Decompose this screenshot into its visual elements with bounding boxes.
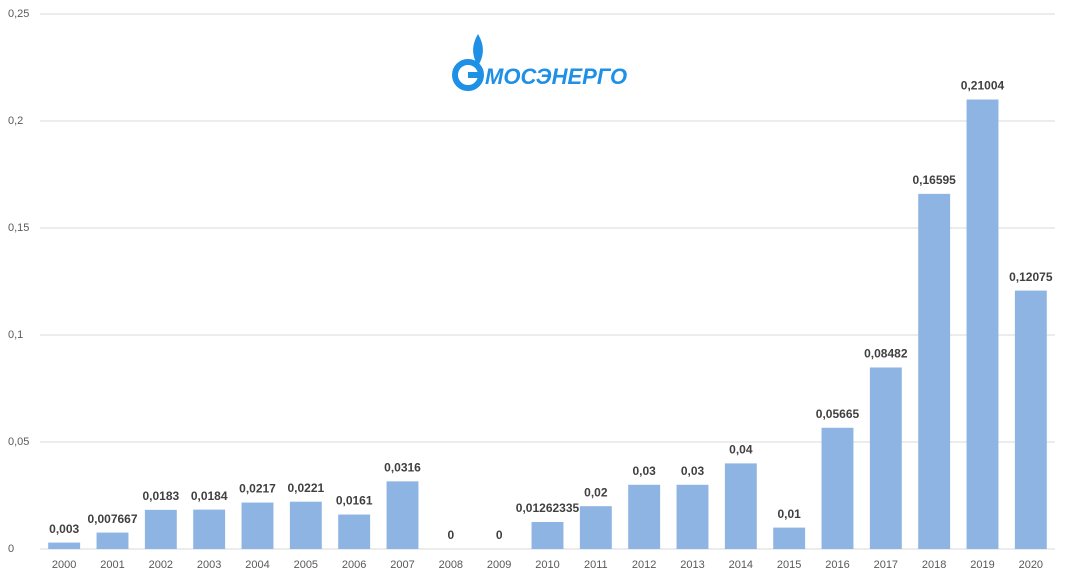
data-label: 0,03 bbox=[681, 464, 705, 478]
data-label: 0,08482 bbox=[864, 347, 908, 361]
bar bbox=[628, 484, 661, 549]
x-tick-label: 2017 bbox=[874, 559, 898, 571]
x-tick-label: 2009 bbox=[487, 559, 511, 571]
bar bbox=[386, 481, 419, 549]
data-label: 0,0217 bbox=[239, 482, 276, 496]
logo-bar bbox=[468, 72, 482, 78]
bar bbox=[579, 506, 612, 549]
bar bbox=[241, 502, 274, 549]
bar bbox=[869, 367, 902, 549]
x-tick-label: 2010 bbox=[535, 559, 559, 571]
data-label: 0,01262335 bbox=[516, 501, 580, 515]
data-label: 0,21004 bbox=[961, 79, 1005, 93]
bar bbox=[918, 193, 951, 549]
data-label: 0,02 bbox=[584, 485, 608, 499]
data-label: 0,0161 bbox=[336, 494, 373, 508]
x-tick-label: 2001 bbox=[100, 559, 124, 571]
bar bbox=[966, 99, 999, 549]
data-label: 0,003 bbox=[49, 522, 79, 536]
x-tick-label: 2020 bbox=[1019, 559, 1043, 571]
y-tick-label: 0,25 bbox=[8, 8, 29, 20]
bar bbox=[48, 542, 81, 549]
bar bbox=[724, 463, 757, 549]
bar bbox=[193, 509, 226, 549]
bar bbox=[1014, 290, 1047, 549]
x-tick-label: 2014 bbox=[729, 559, 753, 571]
x-tick-label: 2013 bbox=[680, 559, 704, 571]
bar bbox=[289, 501, 322, 549]
x-tick-label: 2002 bbox=[149, 559, 173, 571]
x-tick-label: 2016 bbox=[825, 559, 849, 571]
y-tick-label: 0,05 bbox=[8, 436, 29, 448]
x-tick-label: 2007 bbox=[390, 559, 414, 571]
y-tick-label: 0,15 bbox=[8, 222, 29, 234]
x-tick-label: 2004 bbox=[245, 559, 269, 571]
x-tick-label: 2018 bbox=[922, 559, 946, 571]
data-label: 0,03 bbox=[632, 464, 656, 478]
bar bbox=[773, 527, 806, 549]
data-label: 0,04 bbox=[729, 443, 753, 457]
y-tick-label: 0,2 bbox=[8, 115, 23, 127]
data-label: 0,0184 bbox=[191, 489, 228, 503]
data-label: 0,05665 bbox=[816, 407, 860, 421]
data-label: 0 bbox=[496, 528, 503, 542]
y-tick-label: 0,1 bbox=[8, 329, 23, 341]
data-label: 0,0183 bbox=[142, 489, 179, 503]
x-tick-label: 2003 bbox=[197, 559, 221, 571]
data-label: 0,0221 bbox=[287, 481, 324, 495]
x-tick-label: 2019 bbox=[970, 559, 994, 571]
y-tick-label: 0 bbox=[8, 543, 14, 555]
data-label: 0,16595 bbox=[912, 173, 956, 187]
logo-text: МОСЭНЕРГО bbox=[485, 64, 627, 89]
bar bbox=[144, 509, 177, 549]
logo-flame bbox=[473, 34, 483, 66]
bar bbox=[338, 514, 371, 549]
data-label: 0,01 bbox=[777, 507, 801, 521]
bar bbox=[676, 484, 709, 549]
x-tick-label: 2012 bbox=[632, 559, 656, 571]
data-label: 0,007667 bbox=[87, 512, 137, 526]
x-tick-label: 2005 bbox=[294, 559, 318, 571]
bar bbox=[531, 521, 564, 549]
x-tick-label: 2006 bbox=[342, 559, 366, 571]
data-label: 0,12075 bbox=[1009, 270, 1053, 284]
bar bbox=[821, 427, 854, 549]
x-tick-label: 2011 bbox=[584, 559, 608, 571]
data-label: 0,0316 bbox=[384, 461, 421, 475]
x-tick-label: 2000 bbox=[52, 559, 76, 571]
x-tick-label: 2008 bbox=[439, 559, 463, 571]
x-tick-label: 2015 bbox=[777, 559, 801, 571]
bar bbox=[96, 532, 129, 549]
data-label: 0 bbox=[447, 528, 454, 542]
logo: МОСЭНЕРГО bbox=[452, 34, 627, 91]
